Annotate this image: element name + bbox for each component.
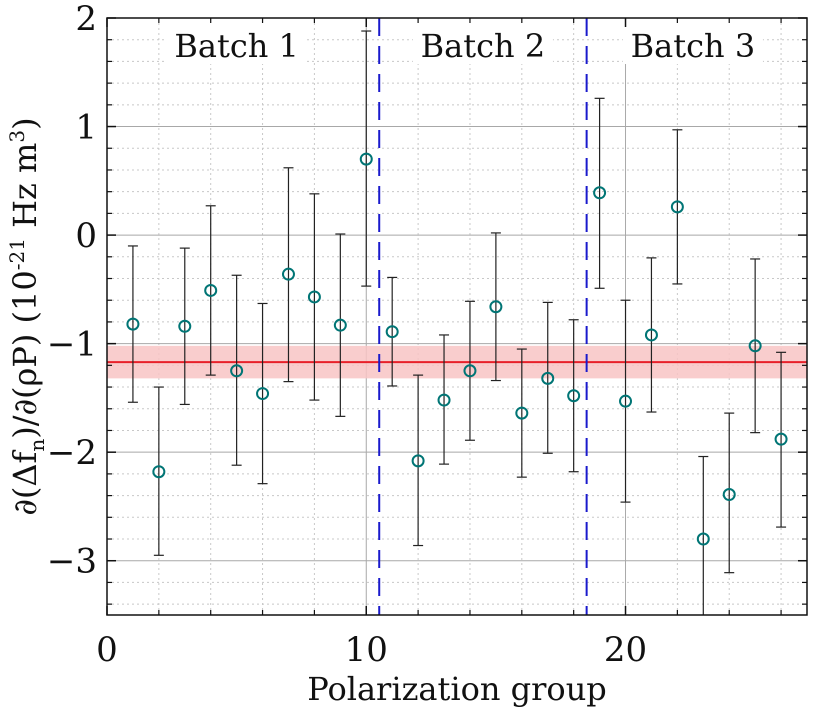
y-axis-title-prefix: ∂(Δf	[6, 449, 44, 515]
data-point	[696, 532, 710, 546]
data-point	[774, 432, 788, 446]
x-tick-label: 0	[96, 630, 118, 670]
data-point	[281, 267, 295, 281]
data-point	[385, 325, 399, 339]
data-point	[411, 454, 425, 468]
data-point	[307, 290, 321, 304]
data-point	[541, 371, 555, 385]
y-axis-title-middle: )/∂(ρP) (10	[6, 270, 44, 439]
y-tick-label: 2	[75, 0, 97, 39]
data-point	[644, 328, 658, 342]
batch-divider-layer	[378, 18, 588, 615]
errorbar-layer	[127, 30, 787, 615]
data-point	[359, 152, 373, 166]
y-tick-label: −3	[47, 542, 97, 582]
batch-label: Batch 3	[631, 27, 756, 65]
grid-layer	[106, 17, 807, 615]
y-axis-title-sup2: 3	[5, 130, 29, 143]
plot-frame	[106, 17, 808, 616]
y-tick-label: −2	[47, 433, 97, 473]
x-tick-label: 10	[345, 630, 388, 670]
data-point	[722, 488, 736, 502]
tick-label-layer: 0 10 20 −3 −2 −1 0 1 2	[47, 0, 647, 670]
y-axis-title-sub: n	[25, 439, 49, 452]
batch-label: Batch 2	[421, 27, 546, 65]
data-point	[489, 300, 503, 314]
y-tick-label: −1	[47, 325, 97, 365]
point-layer	[126, 152, 788, 546]
batch-label-bg	[166, 20, 307, 64]
data-point	[463, 364, 477, 378]
data-point	[567, 389, 581, 403]
batch-label-layer: Batch 1 Batch 2 Batch 3	[166, 20, 763, 65]
data-point	[152, 465, 166, 479]
data-point	[256, 387, 270, 401]
x-tick-label: 20	[604, 630, 647, 670]
data-point	[126, 317, 140, 331]
data-point	[619, 394, 633, 408]
data-point	[333, 318, 347, 332]
data-point	[204, 283, 218, 297]
batch-label-bg	[622, 20, 763, 64]
y-tick-label: 0	[75, 216, 97, 256]
data-point	[230, 364, 244, 378]
x-axis-title: Polarization group	[307, 670, 607, 708]
y-axis-title-sup: -21	[5, 238, 29, 270]
batch-label-bg	[412, 20, 553, 64]
data-point	[437, 393, 451, 407]
data-point	[670, 200, 684, 214]
y-axis-title: ∂(Δfn)/∂(ρP) (10-21 Hz m3)	[5, 117, 49, 515]
data-point	[515, 406, 529, 420]
tick-layer	[106, 17, 807, 615]
y-axis-title-close: )	[6, 117, 44, 129]
y-axis-title-suffix: Hz m	[6, 143, 44, 238]
batch-label: Batch 1	[174, 27, 299, 65]
mean-band-layer	[107, 345, 807, 379]
y-tick-label: 1	[75, 108, 97, 148]
data-point	[593, 186, 607, 200]
data-point	[748, 339, 762, 353]
data-point	[178, 319, 192, 333]
